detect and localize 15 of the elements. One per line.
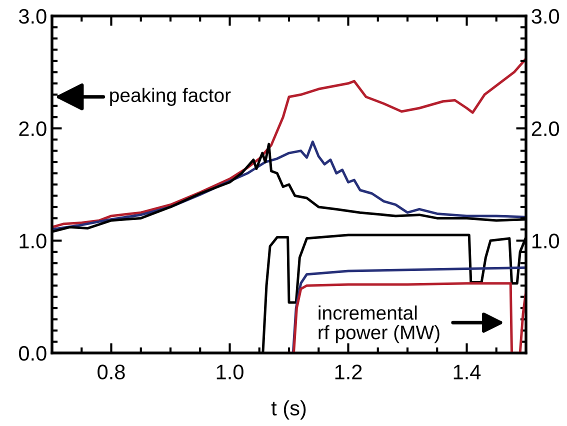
y2-tick-label: 1.0 — [532, 234, 560, 248]
annotation: incremental rf power (MW) — [318, 306, 440, 344]
y-tick-label: 1.0 — [20, 234, 46, 248]
x-tick-label: 0.8 — [98, 364, 125, 380]
annotation: peaking factor — [110, 88, 231, 106]
line-series — [52, 57, 526, 228]
x-tick-label: 1.2 — [335, 364, 362, 380]
y-tick-label: 2.0 — [19, 121, 46, 136]
y-tick-label: 0.0 — [18, 346, 46, 361]
x-tick-label: 1.4 — [454, 364, 481, 380]
y-tick-label: 3.0 — [18, 9, 46, 24]
y2-tick-label: 3.0 — [532, 9, 560, 24]
x-axis-title: t (s) — [271, 400, 306, 420]
y2-tick-label: 2.0 — [532, 121, 560, 136]
x-tick-label: 1.0 — [216, 364, 244, 380]
